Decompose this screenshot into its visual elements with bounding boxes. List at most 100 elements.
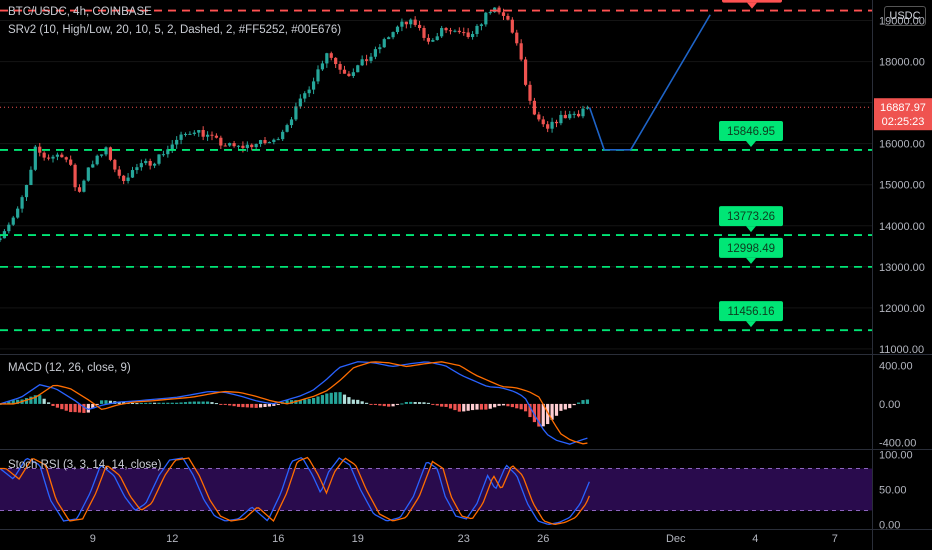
candle — [470, 31, 475, 40]
macd-histogram-bar — [108, 400, 113, 404]
symbol-legend: BTC/USDC, 4h, COINBASE — [8, 6, 152, 18]
candle-body — [205, 134, 210, 137]
macd-histogram-bar — [64, 403, 68, 411]
macd-histogram-bar — [541, 403, 545, 427]
candle-body — [585, 107, 590, 109]
macd-histogram-bar — [391, 403, 395, 407]
time-tick-label: 12 — [166, 533, 178, 545]
candle — [378, 44, 382, 54]
macd-histogram-bar — [46, 402, 51, 404]
macd-histogram-bar — [258, 403, 263, 408]
macd-histogram-bar — [69, 403, 73, 413]
macd-histogram-bar — [311, 397, 316, 404]
candle-body — [488, 12, 492, 14]
time-tick-label: 16 — [272, 533, 284, 545]
time-tick-label: 4 — [752, 533, 758, 545]
macd-histogram-bar — [347, 397, 351, 404]
macd-histogram-bar — [360, 401, 364, 404]
candle — [440, 25, 444, 39]
current-price-value: 16887.97 — [880, 102, 926, 114]
candle — [139, 159, 143, 171]
level-value-label: 15846.95 — [727, 126, 775, 138]
candle-body — [475, 25, 479, 35]
candle — [400, 18, 404, 32]
macd-histogram-bar — [528, 403, 532, 418]
candle-body — [369, 56, 373, 61]
candle — [585, 105, 590, 110]
badge-bg — [719, 237, 783, 258]
macd-histogram-bar — [228, 403, 232, 406]
macd-histogram-bar — [462, 403, 466, 412]
candle-body — [7, 224, 11, 232]
candle — [422, 25, 426, 41]
currency-unit-button[interactable]: USDC — [884, 6, 926, 26]
candle — [395, 25, 400, 35]
macd-histogram-bar — [170, 402, 174, 404]
badge-pointer — [746, 226, 756, 233]
candle-body — [42, 152, 46, 158]
stoch-tick-label: 50.00 — [879, 485, 907, 497]
candle — [7, 222, 11, 234]
support-level-badge: 11456.16 — [719, 301, 783, 328]
candle-body — [157, 154, 161, 164]
macd-histogram-bar — [24, 398, 29, 404]
candle — [316, 65, 320, 85]
candle-body — [263, 140, 267, 144]
macd-histogram-bar — [197, 401, 201, 404]
candle-body — [11, 217, 15, 225]
badge-pointer — [746, 321, 756, 328]
candle-body — [285, 125, 289, 132]
macd-tick-label: 0.00 — [879, 399, 900, 411]
candle — [501, 8, 506, 21]
candle-body — [51, 156, 55, 159]
candle-body — [38, 146, 42, 153]
candle — [157, 154, 161, 166]
candle-body — [258, 140, 263, 145]
candle-body — [422, 27, 426, 38]
macd-histogram-bar — [572, 403, 576, 406]
candle-body — [453, 30, 457, 32]
candle-body — [29, 169, 33, 185]
candle — [475, 24, 479, 37]
macd-histogram-bar — [576, 402, 581, 404]
candle — [457, 27, 461, 34]
macd-histogram-bar — [241, 403, 245, 408]
macd-histogram-bar — [232, 403, 236, 407]
candle-body — [426, 37, 431, 42]
macd-histogram-bar — [382, 403, 386, 407]
macd-histogram-bar — [351, 399, 355, 404]
candle-body — [281, 131, 285, 140]
candle-body — [241, 145, 245, 148]
macd-histogram-bar — [488, 403, 492, 409]
candle-body — [501, 12, 506, 16]
badge-bg — [722, 0, 782, 3]
candle — [210, 131, 214, 141]
macd-histogram-bar — [448, 403, 453, 409]
badge-pointer — [747, 2, 757, 9]
candle-body — [356, 65, 360, 73]
candle-body — [219, 137, 223, 146]
candle-body — [117, 169, 121, 176]
candle-body — [223, 145, 227, 147]
time-tick-label: 19 — [352, 533, 364, 545]
candle — [435, 32, 439, 41]
candle-body — [201, 129, 205, 137]
macd-histogram-bar — [316, 396, 320, 404]
macd-histogram-bar — [342, 394, 347, 404]
current-price-tag: 16887.97 02:25:23 — [874, 98, 932, 131]
candle — [219, 135, 223, 149]
candle — [356, 64, 360, 73]
candle — [152, 162, 157, 169]
candle — [11, 215, 15, 226]
macd-histogram-bar — [334, 392, 338, 404]
macd-histogram-bar — [532, 403, 537, 423]
stoch-tick-label: 100.00 — [879, 450, 913, 462]
candle — [528, 81, 532, 105]
candle-body — [298, 98, 302, 107]
candle-body — [440, 28, 444, 37]
candle — [29, 166, 33, 186]
candle — [170, 140, 174, 154]
indicator-legend: SRv2 (10, High/Low, 20, 10, 5, 2, Dashed… — [8, 24, 342, 36]
macd-histogram-bar — [117, 401, 121, 404]
